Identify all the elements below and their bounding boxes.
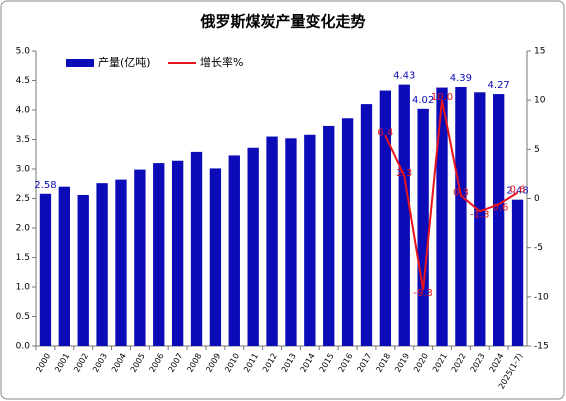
bar-value-label: 2.48 [506, 186, 528, 197]
y-tick-label: 3.0 [16, 165, 31, 175]
y2-tick-label: 15 [534, 47, 545, 57]
line-value-label: 0.3 [453, 188, 469, 199]
chart-title: 俄罗斯煤炭产量变化走势 [199, 13, 365, 31]
bar [511, 199, 524, 346]
y-tick-label: 2.5 [16, 194, 30, 204]
bar [417, 108, 429, 346]
bar [379, 90, 392, 346]
legend-label: 产量(亿吨) [98, 55, 151, 69]
bar [455, 86, 467, 347]
bar [323, 125, 335, 347]
bar [436, 87, 448, 346]
line-value-label: 6.4 [377, 128, 393, 139]
line-series [384, 99, 519, 291]
legend-label: 增长率% [200, 55, 243, 69]
bar [209, 168, 222, 346]
bar [247, 147, 259, 346]
y2-tick-label: 10 [534, 96, 546, 106]
bar [153, 163, 165, 346]
legend-swatch [66, 59, 94, 67]
y-tick-label: 3.5 [16, 135, 30, 145]
line-value-label: 10.0 [431, 92, 453, 103]
bar [493, 94, 505, 346]
bar [474, 92, 486, 346]
line-value-label: -0.6 [489, 202, 509, 213]
bar [360, 104, 373, 346]
y-tick-label: 4.0 [16, 106, 31, 116]
y2-tick-label: -15 [534, 342, 549, 352]
bar [228, 155, 240, 346]
y-tick-label: 4.5 [16, 76, 30, 86]
bar [171, 160, 184, 346]
bar-value-label: 4.02 [412, 95, 434, 106]
bar-value-label: 4.43 [393, 71, 415, 82]
bar [285, 138, 297, 346]
y2-tick-label: -5 [534, 243, 543, 253]
bar [398, 84, 410, 346]
line-value-label: 0.6 [510, 185, 526, 196]
bar [190, 151, 203, 346]
bar [134, 169, 146, 346]
line-value-label: -9.3 [413, 288, 433, 299]
y-tick-label: 0.0 [16, 342, 31, 352]
bar-value-label: 4.27 [488, 80, 510, 91]
bar-value-label: 4.39 [450, 73, 472, 84]
line-value-label: -1.3 [470, 209, 490, 220]
bar [96, 183, 108, 346]
bar [115, 179, 127, 346]
y-tick-label: 1.0 [16, 283, 31, 293]
y-tick-label: 0.5 [16, 312, 30, 322]
y-tick-label: 5.0 [16, 47, 31, 57]
bar [266, 136, 278, 346]
bar [39, 193, 52, 346]
bar [304, 134, 316, 346]
bar [341, 118, 354, 346]
y2-tick-label: 0 [534, 194, 540, 204]
y-tick-label: 2.0 [16, 224, 31, 234]
y2-tick-label: -10 [534, 292, 549, 302]
bar [58, 186, 70, 346]
bar-value-label: 2.58 [34, 180, 56, 191]
y-tick-label: 1.5 [16, 253, 30, 263]
y2-tick-label: 5 [534, 145, 540, 155]
line-value-label: 2.3 [396, 168, 412, 179]
bar [77, 194, 89, 346]
